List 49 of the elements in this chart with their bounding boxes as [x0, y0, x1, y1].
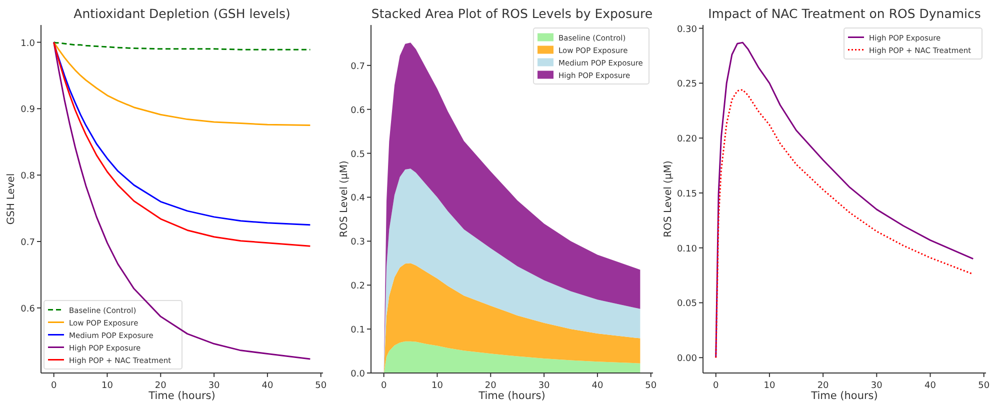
y-tick-label: 0.15 [676, 189, 697, 200]
y-tick-label: 0.9 [20, 105, 36, 116]
y-tick-label: 0.7 [20, 238, 35, 248]
x-tick-label: 10 [102, 381, 114, 391]
y-tick-label: 0.20 [676, 134, 698, 145]
x-axis-title: Time (hours) [810, 390, 878, 402]
x-tick-label: 30 [208, 381, 220, 391]
y-tick-label: 0.5 [350, 150, 365, 160]
y-tick-label: 0.2 [350, 282, 365, 292]
x-tick-label: 0 [50, 381, 57, 391]
y-tick-label: 1.0 [20, 38, 36, 49]
x-tick-label: 50 [315, 381, 327, 391]
x-tick-label: 50 [645, 381, 657, 391]
y-tick-label: 0.1 [350, 326, 365, 336]
line-series [53, 42, 311, 126]
y-axis-title: GSH Level [6, 173, 17, 225]
x-axis-title: Time (hours) [148, 390, 216, 402]
x-tick-label: 30 [870, 381, 883, 391]
x-tick-label: 20 [154, 381, 167, 391]
x-axis-title: Time (hours) [478, 390, 546, 402]
x-tick-label: 20 [817, 381, 830, 391]
x-tick-label: 20 [484, 381, 497, 391]
y-axis-title: ROS Level (µM) [663, 160, 674, 238]
y-tick-label: 0.10 [676, 244, 698, 254]
x-tick-label: 30 [538, 381, 550, 391]
y-tick-label: 0.4 [350, 194, 366, 204]
x-tick-label: 40 [924, 381, 936, 391]
y-tick-label: 0.6 [20, 304, 36, 314]
y-tick-label: 0.30 [676, 24, 698, 35]
chart-title: Impact of NAC Treatment on ROS Dynamics [708, 6, 981, 21]
y-tick-label: 0.6 [350, 106, 366, 116]
chart-title: Antioxidant Depletion (GSH levels) [74, 6, 290, 21]
y-tick-label: 0.05 [676, 299, 697, 310]
y-tick-label: 0.00 [676, 354, 698, 364]
x-tick-label: 10 [432, 381, 444, 391]
x-tick-label: 40 [592, 381, 604, 391]
y-tick-label: 0.7 [350, 62, 365, 72]
y-tick-label: 0.3 [350, 238, 365, 248]
y-tick-label: 0.8 [20, 172, 36, 182]
chart-title: Stacked Area Plot of ROS Levels by Exposure [371, 6, 653, 21]
x-tick-label: 10 [764, 381, 776, 391]
x-tick-label: 50 [978, 381, 990, 391]
line-series [53, 42, 311, 50]
x-tick-label: 0 [712, 381, 719, 391]
y-axis-title: ROS Level (µM) [339, 160, 350, 238]
y-tick-label: 0.25 [676, 80, 697, 90]
x-tick-label: 40 [262, 381, 274, 391]
y-tick-label: 0.0 [350, 370, 366, 380]
x-tick-label: 0 [380, 381, 387, 391]
